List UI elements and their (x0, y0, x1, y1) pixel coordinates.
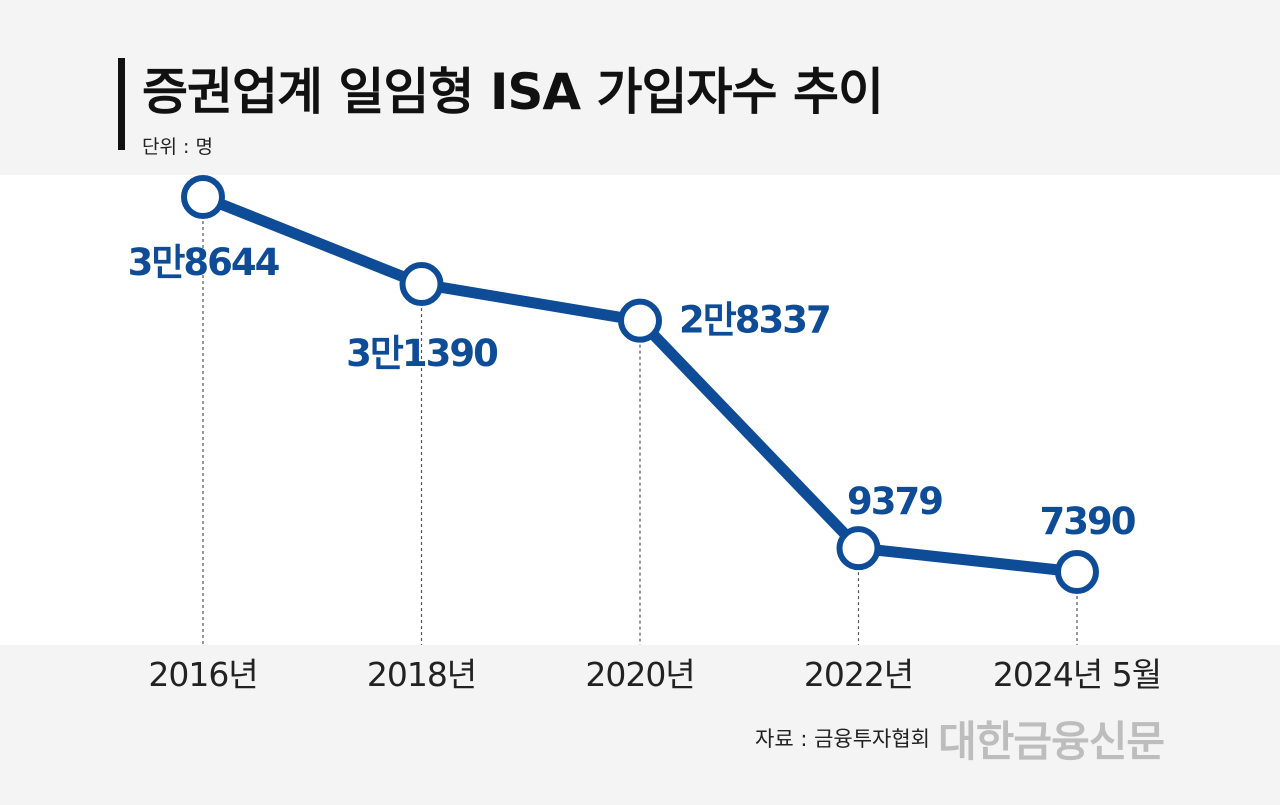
x-tick-label: 2024년 5월 (993, 655, 1161, 694)
publisher-logo: 대한금융신문 (938, 717, 1165, 766)
data-point (836, 526, 881, 571)
data-point (1055, 550, 1099, 594)
source-note: 자료 : 금융투자협회 (755, 727, 930, 751)
unit-label: 단위 : 명 (142, 136, 213, 158)
data-label: 7390 (1040, 500, 1135, 543)
data-point (181, 175, 225, 219)
x-tick-label: 2018년 (367, 655, 476, 694)
chart-title: 증권업계 일임형 ISA 가입자수 추이 (142, 63, 884, 121)
data-label: 3만8644 (128, 241, 280, 284)
x-tick-label: 2020년 (585, 655, 694, 694)
data-label: 2만8337 (679, 299, 830, 342)
x-tick-label: 2022년 (804, 655, 913, 694)
data-point (399, 262, 444, 307)
x-tick-label: 2016년 (148, 655, 257, 694)
data-label: 3만1390 (346, 332, 497, 375)
data-label: 9379 (847, 480, 942, 523)
data-point (618, 298, 662, 343)
title-accent-bar (118, 58, 125, 150)
